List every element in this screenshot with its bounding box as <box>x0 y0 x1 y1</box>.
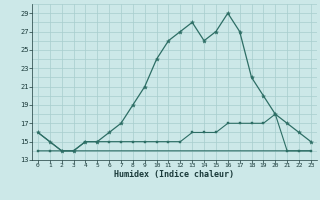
X-axis label: Humidex (Indice chaleur): Humidex (Indice chaleur) <box>115 170 234 179</box>
